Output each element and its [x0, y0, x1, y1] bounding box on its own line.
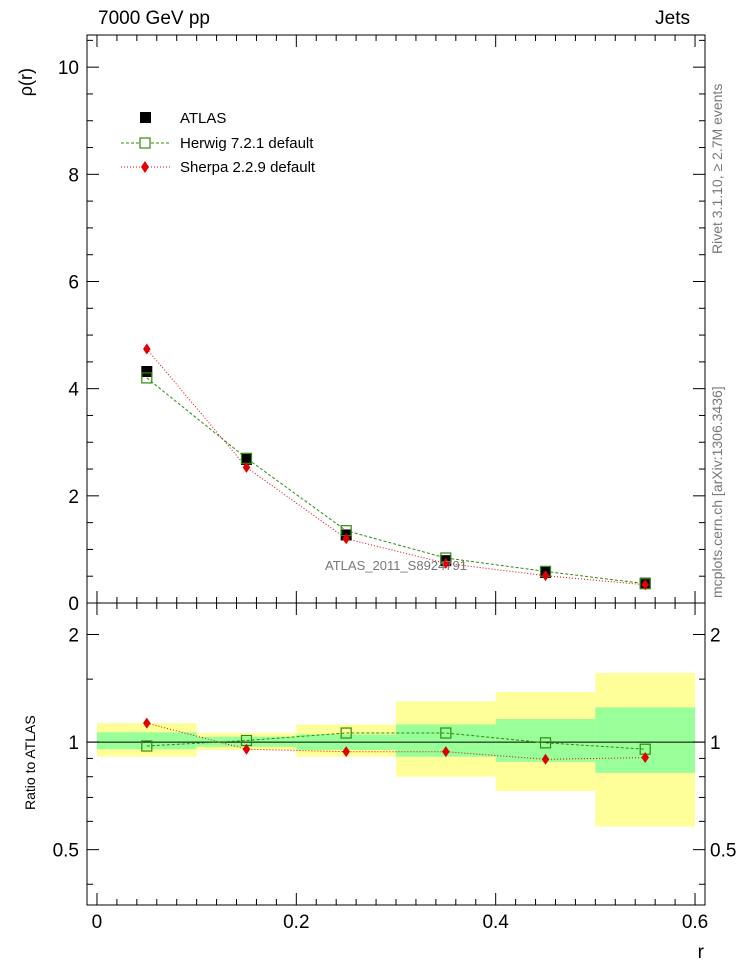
x-tick-label: 0.4 — [482, 912, 509, 933]
sherpa-ratio-point — [143, 717, 151, 729]
herwig-ratio-point — [340, 727, 352, 739]
sherpa-point — [541, 570, 550, 582]
sherpa-point — [442, 557, 450, 569]
sherpa-point — [242, 461, 251, 473]
mcplots-label: mcplots.cern.ch [arXiv:1306.3436] — [709, 386, 725, 598]
x-tick-label: 0.6 — [682, 912, 708, 933]
x-axis-label: r — [698, 942, 705, 963]
legend-entry-atlas: ATLAS — [140, 110, 226, 127]
main-y-axis-label: ρ(r) — [16, 68, 36, 96]
ratio-y-axis-label: Ratio to ATLAS — [22, 715, 38, 810]
legend-label-sherpa: Sherpa 2.2.9 default — [180, 159, 316, 176]
main-ytick-label: 8 — [68, 165, 79, 186]
energy-label: 7000 GeV pp — [98, 8, 210, 29]
main-ytick-label: 2 — [68, 487, 79, 508]
herwig-ratio-point — [539, 737, 552, 749]
main-ytick-label: 6 — [68, 272, 79, 293]
main-ytick-label: 0 — [68, 594, 79, 615]
sherpa-point — [342, 533, 350, 545]
ratio-ytick-label-right: 1 — [710, 733, 721, 754]
sherpa-ratio-point — [641, 752, 649, 764]
analysis-watermark: ATLAS_2011_S8924791 — [325, 558, 467, 573]
ratio-axes: 0.5 0.5 1 1 2 2 0 0.2 0.4 0.6 — [53, 603, 736, 933]
ratio-plot-content — [87, 673, 705, 827]
sherpa-ratio-point — [342, 746, 350, 758]
herwig-ratio-point — [141, 740, 153, 752]
legend-entry-herwig: Herwig 7.2.1 default — [121, 135, 314, 152]
herwig-line — [146, 377, 646, 585]
ratio-panel: 0.5 0.5 1 1 2 2 0 0.2 0.4 0.6 Ratio to ATLAS r — [22, 602, 736, 963]
legend-marker-atlas — [140, 112, 151, 123]
ratio-ytick-label-left: 0.5 — [53, 841, 79, 862]
x-tick-label: 0 — [92, 912, 103, 933]
legend: ATLAS Herwig 7.2.1 default Sherpa 2.2.9 … — [121, 110, 316, 176]
process-label: Jets — [655, 8, 690, 29]
sherpa-ratio-point — [442, 746, 450, 758]
sherpa-point — [641, 579, 649, 591]
herwig-ratio-point — [440, 727, 452, 739]
legend-label-herwig: Herwig 7.2.1 default — [180, 135, 314, 152]
main-ytick-label: 4 — [68, 380, 79, 401]
sherpa-ratio-point — [242, 743, 251, 755]
legend-marker-herwig — [139, 137, 151, 149]
herwig-point — [141, 372, 153, 384]
legend-entry-sherpa: Sherpa 2.2.9 default — [121, 159, 316, 176]
sherpa-ratio-line — [146, 722, 646, 760]
ratio-ytick-label-left: 2 — [68, 625, 79, 646]
ratio-ytick-label-right: 2 — [710, 625, 721, 646]
sherpa-ratio-point — [541, 753, 550, 765]
atlas-point — [240, 453, 252, 465]
main-panel: ATLAS_2011_S8924791 0 2 4 6 8 10 ρ(r) — [16, 34, 706, 615]
legend-label-atlas: ATLAS — [180, 110, 226, 127]
ratio-ytick-label-left: 1 — [68, 733, 79, 754]
sherpa-line — [146, 348, 646, 586]
legend-marker-sherpa — [141, 161, 149, 173]
sherpa-point — [143, 343, 151, 355]
rivet-version-label: Rivet 3.1.10, ≥ 2.7M events — [709, 84, 725, 254]
x-tick-label: 0.2 — [283, 912, 309, 933]
herwig-ratio-line — [146, 732, 646, 750]
ratio-ytick-label-right: 0.5 — [710, 841, 736, 862]
main-plot-content — [141, 343, 651, 591]
main-axes: 0 2 4 6 8 10 — [58, 35, 705, 615]
main-ytick-label: 10 — [58, 58, 79, 79]
atlas-point — [141, 366, 153, 378]
